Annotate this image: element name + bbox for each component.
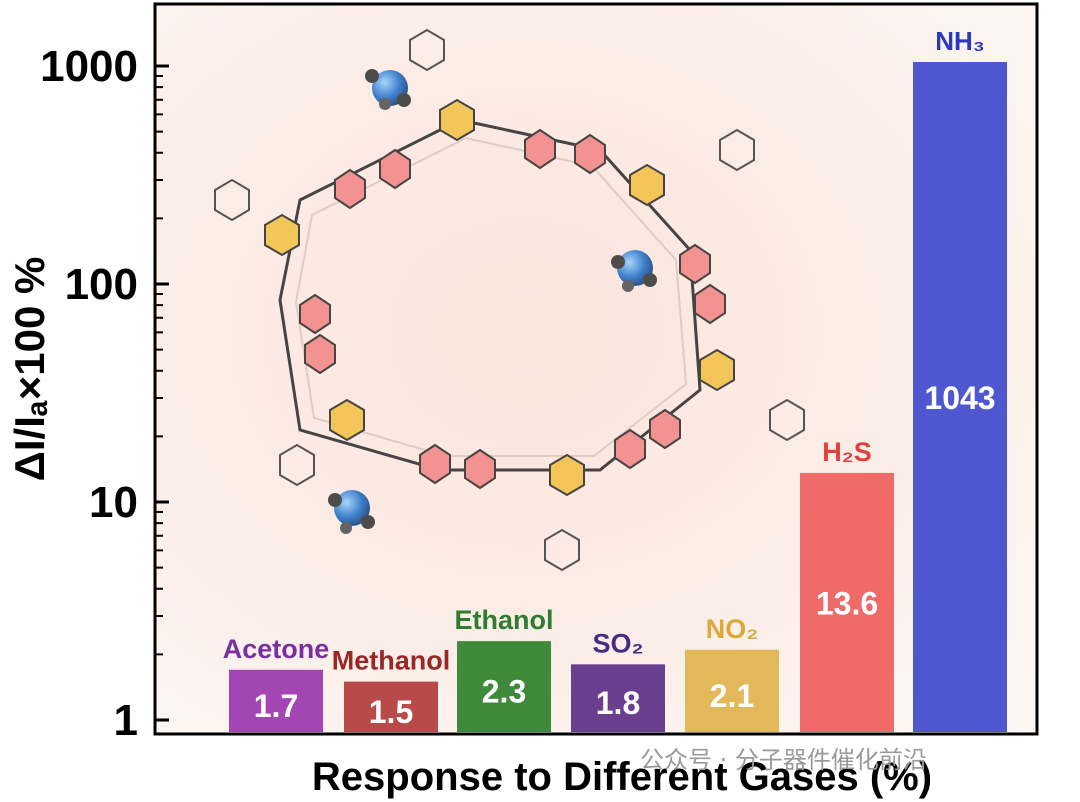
- y-tick-label: 1: [114, 696, 138, 745]
- bar-value-label-5: 13.6: [816, 585, 878, 621]
- bar-1: [344, 681, 438, 732]
- bar-value-label-0: 1.7: [254, 688, 298, 724]
- category-label-0: Acetone: [223, 634, 330, 664]
- bar-value-label-1: 1.5: [369, 694, 413, 730]
- y-axis-label: ΔI/Iₐ×100 %: [6, 257, 53, 482]
- y-tick-label: 10: [89, 478, 138, 527]
- bar-5: [800, 472, 894, 732]
- bar-2: [457, 641, 551, 732]
- framework-illustration: [214, 28, 805, 572]
- bar-value-label-6: 1043: [924, 380, 995, 416]
- y-tick-label: 1000: [40, 42, 138, 91]
- y-tick-label: 100: [65, 260, 138, 309]
- bar-value-label-3: 1.8: [596, 685, 640, 721]
- aromatic-rings-gold: [264, 98, 735, 497]
- category-label-1: Methanol: [332, 646, 451, 676]
- category-label-4: NO₂: [706, 614, 759, 644]
- bar-4: [685, 649, 779, 732]
- nh3-molecule-icon: [328, 69, 657, 534]
- category-label-6: NH₃: [935, 26, 985, 56]
- bar-value-label-2: 2.3: [482, 674, 526, 710]
- category-label-2: Ethanol: [455, 605, 554, 635]
- category-label-3: SO₂: [592, 628, 643, 658]
- pyridine-rings: [214, 28, 805, 572]
- bar-0: [229, 669, 323, 732]
- bar-6: [913, 62, 1007, 732]
- plot-frame: [153, 2, 1039, 736]
- bar-value-label-4: 2.1: [710, 678, 754, 714]
- category-label-5: H₂S: [822, 437, 872, 467]
- aromatic-rings-red: [299, 128, 726, 490]
- plot-background: [155, 4, 1037, 734]
- y-axis: 1 10 100 1000: [40, 42, 169, 745]
- x-axis-label: Response to Different Gases (%): [312, 755, 932, 799]
- labels-layer: 1.7 Acetone 1.5 Methanol 2.3 Ethanol 1.8 SO₂ 2.1…: [223, 26, 996, 730]
- watermark-text: 公众号 · 分子器件催化前沿: [640, 746, 927, 774]
- bar-3: [571, 664, 665, 732]
- bars-layer: [229, 62, 1007, 732]
